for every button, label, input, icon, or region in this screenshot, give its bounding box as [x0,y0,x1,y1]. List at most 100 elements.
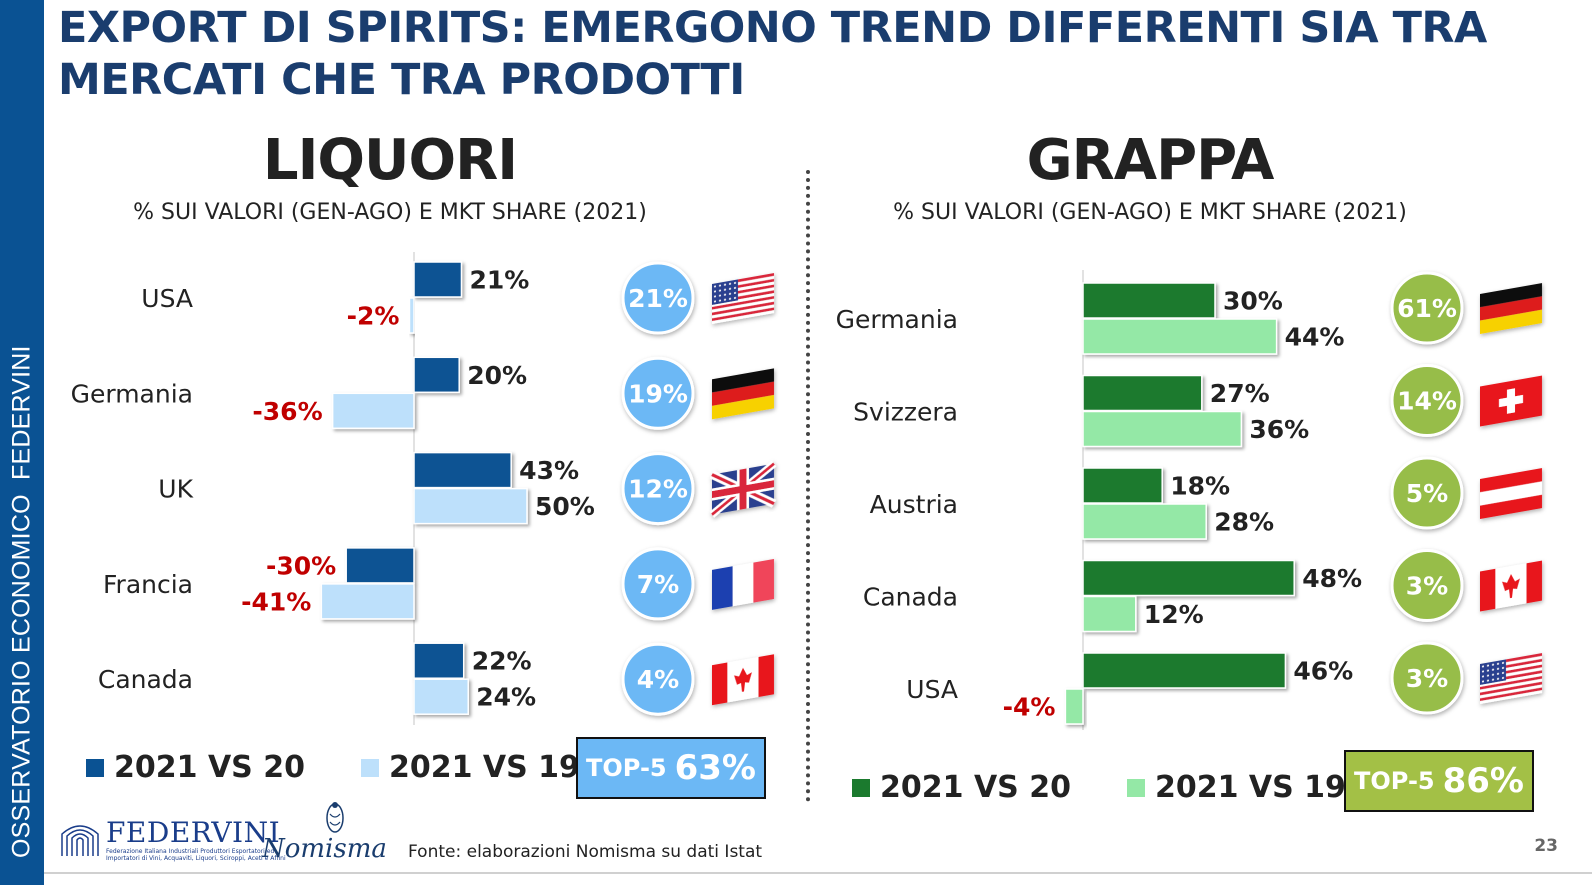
market-share-value: 3% [1406,572,1448,601]
grappa-legend: 2021 VS 20 2021 VS 19 [852,770,1346,805]
legend-label-vs19: 2021 VS 19 [1154,770,1346,805]
category-label: Canada [863,583,958,612]
usa-flag-icon [1480,653,1542,704]
top5-label: TOP-5 [1354,767,1435,795]
market-share-bubble [1390,549,1464,622]
category-label: Germania [836,305,958,334]
category-label: Svizzera [853,398,958,427]
value-label: 50% [535,492,595,521]
federvini-name: FEDERVINI [106,816,281,849]
bar-vs19 [1082,503,1207,540]
value-label: 30% [1223,287,1283,316]
page-title: EXPORT DI SPIRITS: EMERGONO TREND DIFFER… [58,3,1487,105]
market-share-bubble [1390,271,1464,345]
category-label: USA [906,675,958,704]
market-share-value: 4% [637,665,679,694]
category-label: Austria [870,490,958,519]
nomisma-name: Nomisma [262,834,387,864]
legend-label-vs19: 2021 VS 19 [388,750,580,785]
value-label: -4% [1003,693,1056,722]
federvini-logo: FEDERVINI Federazione Italiana Industria… [58,818,296,862]
bar-vs20 [413,451,512,489]
bar-vs20 [413,642,465,679]
top5-label: TOP-5 [586,754,667,782]
market-share-value: 14% [1397,387,1457,416]
value-label: 22% [472,647,532,676]
section-divider [806,170,810,802]
liquori-chart: USA 21% -2% 21% Germania 20% -36% 19% UK 43% 50% 12… [71,252,777,725]
liquori-legend: 2021 VS 20 2021 VS 19 [86,750,580,785]
value-label: -2% [347,302,400,331]
bar-vs20 [1082,559,1295,597]
top5-value: 86% [1442,761,1524,801]
bar-vs19 [408,297,415,334]
market-share-value: 19% [628,379,688,408]
grappa-subtitle: % SUI VALORI (GEN-AGO) E MKT SHARE (2021… [893,200,1407,225]
value-label: -30% [266,551,336,580]
value-label: 21% [469,266,529,295]
value-label: 20% [467,361,527,390]
market-share-bubble [1390,364,1464,437]
legend-label-vs20: 2021 VS 20 [114,750,305,785]
bar-vs19 [1082,318,1278,355]
liquori-top5-box: TOP-5 63% [576,737,766,799]
bar-vs19 [413,678,469,715]
market-share-bubble [1390,641,1464,715]
footer-rule [44,872,1592,874]
category-label: UK [158,475,193,504]
bar-vs20 [413,261,463,298]
value-label: 48% [1302,564,1362,593]
category-label: Germania [71,379,193,408]
value-label: 36% [1249,415,1309,444]
legend-swatch-vs20 [86,758,104,777]
bar-vs20 [1082,374,1203,412]
bar-vs20 [413,356,460,394]
bar-vs19 [1082,595,1137,633]
market-share-bubble [621,261,695,335]
value-label: -36% [252,397,322,426]
bar-vs19 [331,392,415,430]
market-share-value: 7% [637,570,679,599]
legend-swatch-vs19 [360,758,379,777]
market-share-bubble [621,547,695,621]
canada-flag-icon [1480,560,1542,612]
uk-flag-icon [709,460,777,518]
value-label: 44% [1285,323,1345,352]
bar-vs19 [1082,410,1243,448]
page-number: 23 [1534,836,1558,856]
top5-value: 63% [674,748,756,788]
source-note: Fonte: elaborazioni Nomisma su dati Ista… [408,842,763,862]
value-label: 18% [1170,472,1230,501]
germany-flag-icon [712,368,774,420]
market-share-value: 12% [628,475,688,504]
value-label: -41% [241,587,311,616]
bar-vs19 [320,583,415,620]
value-label: 24% [476,683,536,712]
value-label: 43% [519,456,579,485]
france-flag-icon [712,558,774,610]
liquori-subtitle: % SUI VALORI (GEN-AGO) E MKT SHARE (2021… [133,200,647,225]
value-label: 27% [1210,379,1270,408]
bar-vs20 [345,547,415,584]
bar-vs19 [1064,688,1084,725]
canada-flag-icon [712,654,774,706]
austria-flag-icon [1480,468,1542,519]
market-share-value: 21% [628,284,688,313]
bar-vs20 [1082,467,1163,504]
switzerland-flag-icon [1480,375,1542,427]
legend-swatch-vs19 [1126,778,1145,797]
legend-label-vs20: 2021 VS 20 [880,770,1071,805]
bar-vs20 [1082,652,1287,689]
market-share-bubble [621,452,695,526]
category-label: Canada [98,665,193,694]
value-label: 46% [1293,657,1353,686]
market-share-bubble [621,356,695,430]
legend-swatch-vs20 [852,778,870,797]
bar-vs19 [413,487,528,525]
market-share-bubble [1390,456,1464,530]
federvini-tagline: Federazione Italiana Industriali Produtt… [106,848,286,862]
liquori-title: LIQUORI [262,128,518,193]
usa-flag-icon [712,273,774,324]
nomisma-emblem-icon [326,802,344,833]
